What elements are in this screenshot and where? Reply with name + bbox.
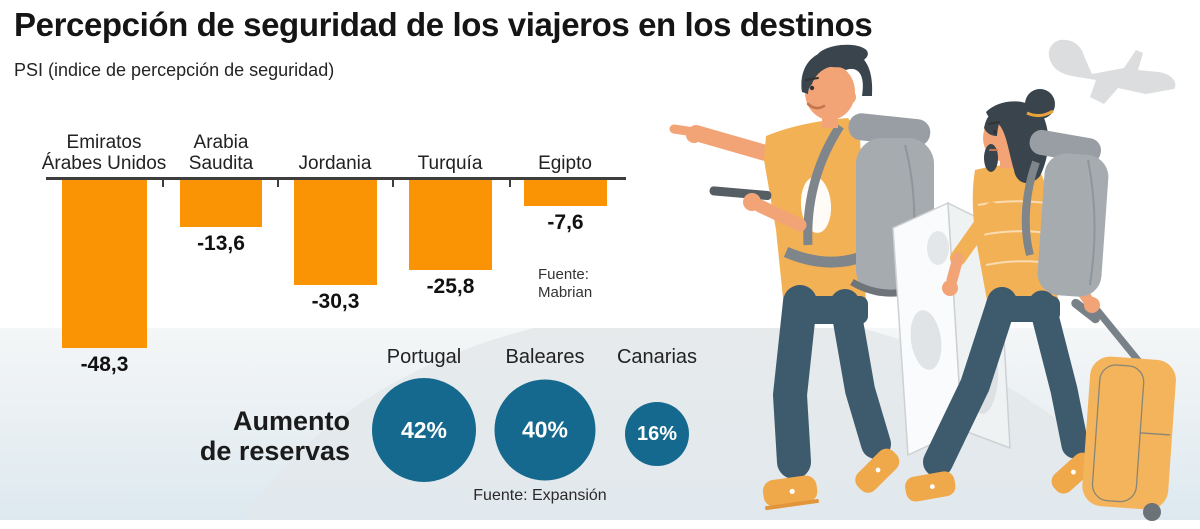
bar-chart-baseline bbox=[46, 177, 626, 180]
category-label-emiratos: Emiratos Árabes Unidos bbox=[29, 130, 179, 174]
heading-line: Aumento bbox=[233, 406, 350, 436]
bar-fill bbox=[524, 180, 607, 206]
category-line: Jordania bbox=[298, 153, 372, 174]
source-mabrian: Fuente: Mabrian bbox=[538, 266, 592, 302]
bubble-label-baleares: Baleares bbox=[505, 346, 585, 368]
category-label-jordania: Jordania bbox=[260, 130, 410, 174]
category-label-arabia: Arabia Saudita bbox=[146, 130, 296, 174]
category-label-turquia: Turquía bbox=[375, 130, 525, 174]
category-line: Turquía bbox=[417, 153, 483, 174]
man-phone bbox=[709, 186, 807, 232]
bar-fill bbox=[180, 180, 262, 227]
category-line: Saudita bbox=[188, 153, 254, 174]
bubble-label-canarias: Canarias bbox=[616, 346, 698, 368]
heading-line: de reservas bbox=[199, 436, 350, 466]
bubble-value: 40% bbox=[521, 416, 569, 443]
page-title: Percepción de seguridad de los viajeros … bbox=[14, 6, 873, 43]
axis-tick bbox=[392, 180, 394, 187]
bubble-value: 16% bbox=[636, 422, 678, 445]
bubble-baleares: 40% bbox=[494, 379, 596, 481]
category-line: Arabia bbox=[193, 132, 249, 153]
bar-value: -25,8 bbox=[426, 275, 475, 298]
bar-value: -48,3 bbox=[80, 353, 129, 376]
category-label-egipto: Egipto bbox=[490, 130, 640, 174]
category-line: Árabes Unidos bbox=[41, 153, 167, 174]
axis-tick bbox=[509, 180, 511, 187]
reservas-heading: Aumento de reservas bbox=[150, 406, 350, 466]
source-line: Fuente: bbox=[538, 266, 589, 283]
bar-fill bbox=[409, 180, 492, 270]
bar-value: -7,6 bbox=[547, 211, 584, 234]
bar-arabia: -13,6 bbox=[180, 180, 262, 256]
bar-fill bbox=[294, 180, 377, 285]
airplane-icon bbox=[1048, 39, 1176, 104]
bar-emiratos: -48,3 bbox=[62, 180, 147, 377]
woman-hair-bun bbox=[1025, 89, 1055, 119]
category-line: Emiratos bbox=[66, 132, 142, 153]
bubble-value: 42% bbox=[400, 416, 448, 443]
bar-fill bbox=[62, 180, 147, 348]
bar-egipto: -7,6 bbox=[524, 180, 607, 235]
woman-hair bbox=[986, 101, 1049, 184]
category-line: Egipto bbox=[538, 153, 592, 174]
axis-tick bbox=[162, 180, 164, 187]
axis-tick bbox=[277, 180, 279, 187]
bar-value: -13,6 bbox=[197, 232, 245, 255]
bar-jordania: -30,3 bbox=[294, 180, 377, 314]
source-expansion: Fuente: Expansión bbox=[473, 487, 607, 504]
bubble-canarias: 16% bbox=[625, 402, 689, 466]
man-backpack bbox=[848, 113, 934, 297]
bar-value: -30,3 bbox=[311, 290, 360, 313]
bubble-portugal: 42% bbox=[372, 378, 476, 482]
man-hair bbox=[801, 49, 873, 96]
source-line: Mabrian bbox=[538, 284, 593, 301]
bubble-label-portugal: Portugal bbox=[386, 346, 462, 368]
chart-subtitle: PSI (indice de percepción de seguridad) bbox=[14, 60, 335, 80]
woman-backpack bbox=[1021, 129, 1109, 297]
bar-turquia: -25,8 bbox=[409, 180, 492, 299]
